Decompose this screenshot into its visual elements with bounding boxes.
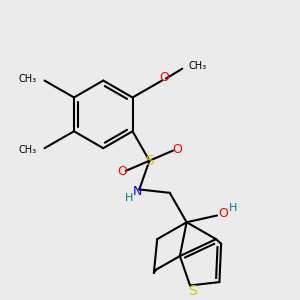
Text: O: O [172, 143, 182, 156]
Text: CH₃: CH₃ [188, 61, 206, 71]
Text: CH₃: CH₃ [19, 145, 37, 155]
Text: CH₃: CH₃ [19, 74, 37, 84]
Text: O: O [117, 165, 127, 178]
Text: S: S [145, 154, 154, 168]
Text: O: O [218, 207, 228, 220]
Text: N: N [133, 185, 142, 198]
Text: O: O [159, 71, 169, 84]
Text: H: H [125, 194, 134, 203]
Text: S: S [188, 284, 196, 298]
Text: H: H [229, 202, 237, 212]
